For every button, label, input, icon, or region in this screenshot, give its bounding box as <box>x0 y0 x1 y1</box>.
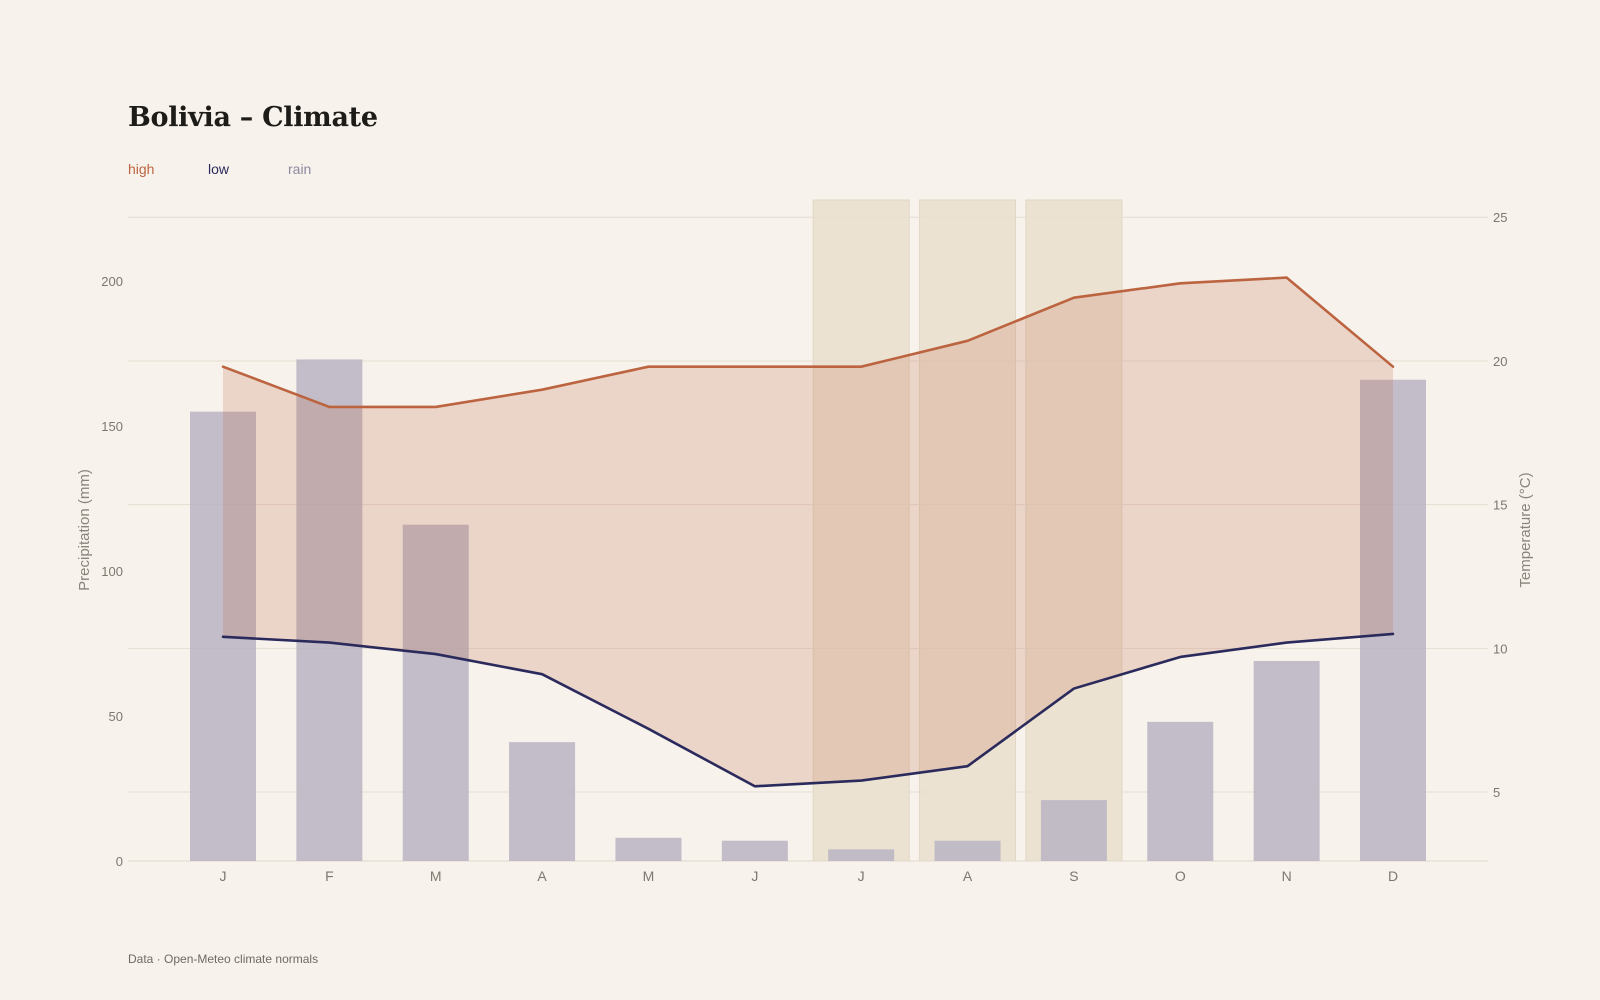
right-tick-label-20: 20 <box>1493 354 1507 369</box>
rain-bar-8 <box>1040 800 1107 861</box>
left-axis-label: Precipitation (mm) <box>76 469 93 591</box>
right-tick-label-5: 5 <box>1493 785 1500 800</box>
temperature-band <box>223 277 1393 787</box>
temperature-lines <box>221 276 1395 788</box>
x-tick-label-5: J <box>751 868 758 884</box>
highlight-band-a-7 <box>919 199 1017 862</box>
right-tick-label-25: 25 <box>1493 210 1507 225</box>
highlight-band-j-6 <box>812 199 910 862</box>
left-axis: 0 50 100 150 200 <box>101 274 123 869</box>
x-tick-label-10: N <box>1282 868 1292 884</box>
x-tick-label-6: J <box>858 868 865 884</box>
right-tick-label-10: 10 <box>1493 641 1507 656</box>
x-tick-label-7: A <box>963 868 973 884</box>
rain-bars <box>190 359 1426 861</box>
rain-bar-2 <box>402 524 469 861</box>
left-tick-label-50: 50 <box>109 709 123 724</box>
legend-item-rain: rain <box>288 161 312 177</box>
x-tick-label-9: O <box>1175 868 1186 884</box>
x-tick-label-2: M <box>430 868 442 884</box>
legend-item-low: low <box>208 161 230 177</box>
series-line-low <box>221 632 1395 788</box>
right-axis: 5 10 15 20 25 <box>1493 210 1507 800</box>
x-tick-label-11: D <box>1388 868 1398 884</box>
left-tick-label-100: 100 <box>101 564 123 579</box>
source-note: Data · Open-Meteo climate normals <box>128 952 319 966</box>
rain-bar-4 <box>615 837 682 861</box>
rain-bar-1 <box>296 359 363 861</box>
rain-bar-3 <box>509 742 576 861</box>
left-tick-label-0: 0 <box>116 854 123 869</box>
rain-bar-9 <box>1147 721 1214 861</box>
series-line-high <box>221 276 1395 409</box>
highlight-bands <box>812 199 1123 862</box>
chart-title: Bolivia – Climate <box>128 102 378 133</box>
x-tick-label-8: S <box>1069 868 1078 884</box>
right-axis-label: Temperature (°C) <box>1517 472 1534 587</box>
legend-item-high: high <box>128 161 155 177</box>
rain-bar-5 <box>721 840 788 861</box>
x-tick-label-0: J <box>220 868 227 884</box>
left-tick-label-200: 200 <box>101 274 123 289</box>
rain-bar-6 <box>828 849 895 861</box>
temperature-range-band <box>223 277 1393 787</box>
rain-bar-7 <box>934 840 1001 861</box>
x-tick-label-3: A <box>537 868 547 884</box>
right-tick-label-15: 15 <box>1493 498 1507 513</box>
rain-bar-10 <box>1253 660 1320 861</box>
left-tick-label-150: 150 <box>101 419 123 434</box>
x-tick-label-4: M <box>643 868 655 884</box>
rain-bar-11 <box>1360 379 1426 861</box>
x-tick-label-1: F <box>325 868 334 884</box>
